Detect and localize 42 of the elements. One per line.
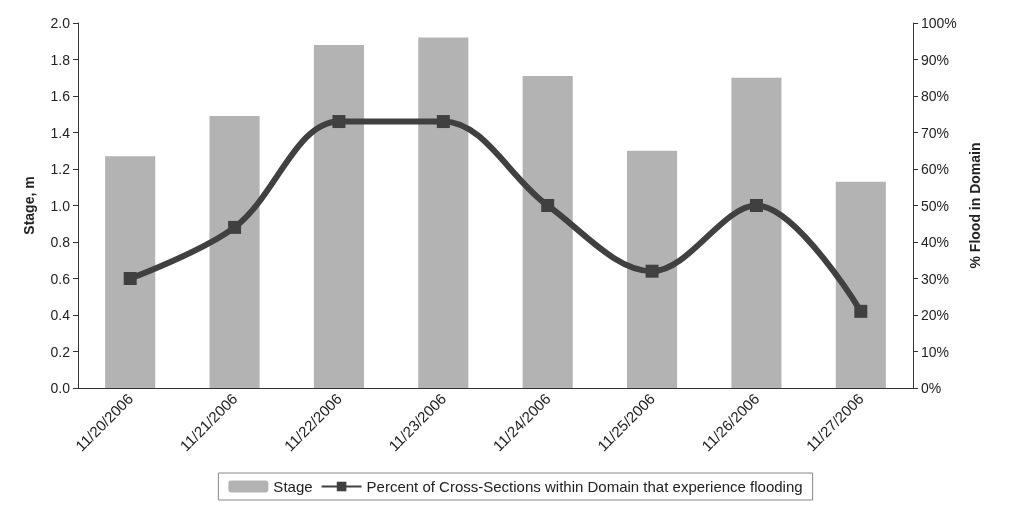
legend-label: Stage [273,478,313,495]
point [436,115,450,129]
y-tick-label: 0.6 [50,270,71,287]
y-tick-label: 0.2 [50,343,71,360]
y-tick-label: 1.8 [50,51,71,68]
bar [209,116,260,388]
bar [418,37,469,388]
y2-axis-title: % Flood in Domain [966,142,983,269]
point [228,220,242,234]
y-tick-label: 0.8 [50,234,71,250]
bar [627,150,678,388]
bar [731,77,782,388]
y2-tick-label: 10% [921,343,950,360]
y2-tick-label: 30% [921,270,950,287]
y-tick-label: 1.4 [50,124,71,141]
y2-tick-label: 20% [921,307,950,323]
point [645,264,659,278]
y2-tick-label: 50% [921,197,950,214]
point [541,199,555,212]
y-tick-label: 0.4 [50,307,71,323]
y-tick-label: 1.2 [50,161,71,177]
legend-label: Percent of Cross-Sections within Domain that experience flooding [366,478,803,495]
y2-tick-label: 60% [921,161,950,177]
y-axis-title: Stage, m [21,176,37,235]
y-tick-label: 1.0 [50,197,71,214]
bar [313,44,364,388]
point [123,272,137,285]
y-tick-label: 0.0 [50,380,71,396]
point [332,115,346,129]
y-tick-label: 1.6 [50,88,71,104]
y2-tick-label: 70% [921,124,950,141]
bar [522,75,573,388]
point [854,304,868,318]
point [749,199,763,212]
y2-tick-label: 40% [921,234,950,250]
bar [835,181,886,388]
y2-tick-label: 80% [921,88,950,104]
y2-tick-label: 100% [921,15,957,31]
y2-tick-label: 90% [921,51,950,68]
y2-tick-label: 0% [921,380,942,396]
bar [105,156,156,388]
y-tick-label: 2.0 [50,15,71,31]
